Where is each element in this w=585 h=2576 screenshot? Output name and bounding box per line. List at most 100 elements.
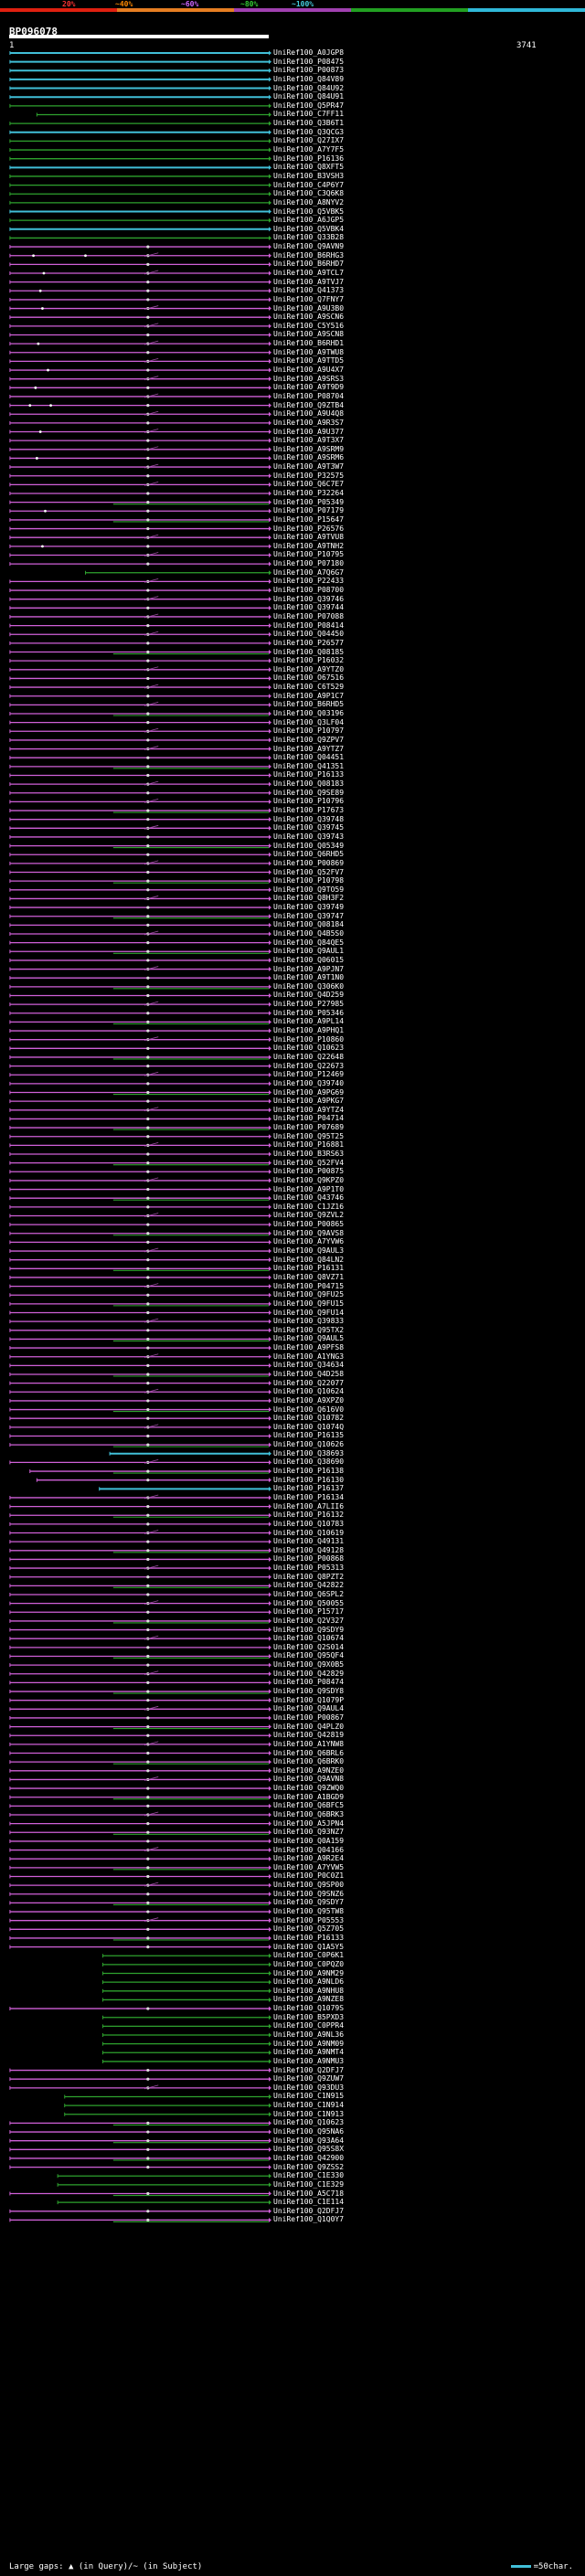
hit-label[interactable]: UniRef100_A7YVW6 (273, 1237, 345, 1246)
hit-label[interactable]: UniRef100_Q50055 (273, 1598, 345, 1607)
hit-label[interactable]: UniRef100_P12469 (273, 1070, 345, 1079)
hit-label[interactable]: UniRef100_Q7FNY7 (273, 294, 345, 303)
hit-label[interactable]: UniRef100_A9U3B0 (273, 303, 345, 313)
hit-label[interactable]: UniRef100_P10795 (273, 550, 345, 559)
hit-label[interactable]: UniRef100_Q93NZ7 (273, 1828, 345, 1837)
hit-label[interactable]: UniRef100_C1N915 (273, 2092, 345, 2101)
hit-label[interactable]: UniRef100_B6RHD7 (273, 260, 345, 269)
hit-label[interactable]: UniRef100_Q84U91 (273, 92, 345, 101)
hit-label[interactable]: UniRef100_P16130 (273, 1475, 345, 1484)
hit-label[interactable]: UniRef100_Q8VZ71 (273, 1272, 345, 1281)
hit-label[interactable]: UniRef100_Q9SDY7 (273, 1898, 345, 1907)
hit-label[interactable]: UniRef100_P05313 (273, 1564, 345, 1573)
hit-label[interactable]: UniRef100_Q9AUL1 (273, 947, 345, 956)
hit-label[interactable]: UniRef100_P0C0Z1 (273, 1871, 345, 1881)
hit-label[interactable]: UniRef100_P17673 (273, 806, 345, 815)
hit-label[interactable]: UniRef100_Q33B28 (273, 233, 345, 242)
hit-label[interactable]: UniRef100_Q3QCG3 (273, 127, 345, 136)
hit-label[interactable]: UniRef100_Q616V0 (273, 1405, 345, 1414)
hit-label[interactable]: UniRef100_C4P6Y7 (273, 180, 345, 189)
hit-label[interactable]: UniRef100_Q93DU3 (273, 2083, 345, 2092)
hit-label[interactable]: UniRef100_Q9ZVL2 (273, 1211, 345, 1220)
hit-label[interactable]: UniRef100_Q95NA6 (273, 2127, 345, 2136)
hit-label[interactable]: UniRef100_Q03196 (273, 709, 345, 717)
hit-label[interactable]: UniRef100_P10797 (273, 726, 345, 736)
hit-label[interactable]: UniRef100_A9PL14 (273, 1017, 345, 1026)
hit-label[interactable]: UniRef100_Q39833 (273, 1317, 345, 1326)
hit-label[interactable]: UniRef100_Q42900 (273, 2153, 345, 2162)
hit-label[interactable]: UniRef100_Q95S8X (273, 2145, 345, 2154)
hit-label[interactable]: UniRef100_C1N913 (273, 2109, 345, 2118)
hit-label[interactable]: UniRef100_P26576 (273, 524, 345, 533)
hit-label[interactable]: UniRef100_Q08185 (273, 647, 345, 656)
hit-label[interactable]: UniRef100_P00865 (273, 1220, 345, 1229)
hit-label[interactable]: UniRef100_Q5PR47 (273, 101, 345, 110)
hit-label[interactable]: UniRef100_Q42819 (273, 1731, 345, 1740)
hit-label[interactable]: UniRef100_B3VSH3 (273, 171, 345, 180)
hit-label[interactable]: UniRef100_Q8XFT5 (273, 163, 345, 172)
hit-label[interactable]: UniRef100_Q39745 (273, 823, 345, 832)
hit-label[interactable]: UniRef100_Q10623 (273, 2118, 345, 2127)
hit-label[interactable]: UniRef100_A9U4X7 (273, 366, 345, 375)
hit-label[interactable]: UniRef100_P04715 (273, 1281, 345, 1290)
hit-label[interactable]: UniRef100_A9SRM6 (273, 453, 345, 462)
hit-label[interactable]: UniRef100_Q22673 (273, 1061, 345, 1070)
hit-label[interactable]: UniRef100_P16131 (273, 1264, 345, 1273)
hit-label[interactable]: UniRef100_Q1A5Y5 (273, 1942, 345, 1951)
hit-label[interactable]: UniRef100_B6RHD5 (273, 700, 345, 709)
hit-label[interactable]: UniRef100_Q38693 (273, 1448, 345, 1458)
hit-label[interactable]: UniRef100_A9R3S7 (273, 418, 345, 427)
hit-label[interactable]: UniRef100_A9PG69 (273, 1087, 345, 1097)
hit-label[interactable]: UniRef100_P08474 (273, 1678, 345, 1687)
hit-label[interactable]: UniRef100_A9U377 (273, 427, 345, 436)
hit-label[interactable]: UniRef100_P16138 (273, 1467, 345, 1476)
hit-label[interactable]: UniRef100_Q04450 (273, 630, 345, 639)
hit-label[interactable]: UniRef100_A9P1C7 (273, 691, 345, 700)
hit-label[interactable]: UniRef100_Q06015 (273, 955, 345, 964)
hit-label[interactable]: UniRef100_A9SCN8 (273, 330, 345, 339)
hit-label[interactable]: UniRef100_A7YVW5 (273, 1862, 345, 1871)
hit-label[interactable]: UniRef100_Q10624 (273, 1387, 345, 1396)
hit-label[interactable]: UniRef100_C0P6K1 (273, 1951, 345, 1960)
hit-label[interactable]: UniRef100_Q39748 (273, 814, 345, 823)
hit-label[interactable]: UniRef100_A0JGP8 (273, 48, 345, 57)
hit-label[interactable]: UniRef100_B6RHG3 (273, 250, 345, 260)
hit-label[interactable]: UniRef100_P05349 (273, 497, 345, 506)
hit-label[interactable]: UniRef100_Q0A159 (273, 1836, 345, 1845)
hit-label[interactable]: UniRef100_P08704 (273, 391, 345, 400)
hit-label[interactable]: UniRef100_A1BGD9 (273, 1792, 345, 1801)
hit-label[interactable]: UniRef100_P16135 (273, 1431, 345, 1440)
hit-label[interactable]: UniRef100_C0PPR4 (273, 2021, 345, 2030)
hit-label[interactable]: UniRef100_Q52FV7 (273, 867, 345, 876)
hit-label[interactable]: UniRef100_Q39747 (273, 911, 345, 920)
hit-label[interactable]: UniRef100_Q84LN2 (273, 1255, 345, 1264)
hit-label[interactable]: UniRef100_P26577 (273, 638, 345, 647)
hit-label[interactable]: UniRef100_P15717 (273, 1607, 345, 1617)
hit-label[interactable]: UniRef100_B3RS63 (273, 1150, 345, 1158)
hit-label[interactable]: UniRef100_C3Q6K8 (273, 189, 345, 198)
hit-label[interactable]: UniRef100_Q6BFC5 (273, 1801, 345, 1810)
hit-label[interactable]: UniRef100_Q4D259 (273, 991, 345, 1000)
hit-label[interactable]: UniRef100_P27985 (273, 1000, 345, 1009)
hit-label[interactable]: UniRef100_Q08183 (273, 779, 345, 789)
hit-label[interactable]: UniRef100_Q9SDY9 (273, 1625, 345, 1634)
hit-label[interactable]: UniRef100_A9T1N0 (273, 973, 345, 982)
hit-label[interactable]: UniRef100_Q8H3F2 (273, 894, 345, 903)
hit-label[interactable]: UniRef100_Q10626 (273, 1440, 345, 1449)
hit-label[interactable]: UniRef100_Q4D258 (273, 1370, 345, 1378)
hit-label[interactable]: UniRef100_Q39749 (273, 903, 345, 912)
hit-label[interactable]: UniRef100_A9YTZ4 (273, 1105, 345, 1114)
hit-label[interactable]: UniRef100_A9NM09 (273, 2039, 345, 2048)
hit-label[interactable]: UniRef100_A5JPN4 (273, 1818, 345, 1828)
hit-label[interactable]: UniRef100_Q5Z705 (273, 1924, 345, 1934)
hit-label[interactable]: UniRef100_Q84QE5 (273, 938, 345, 947)
hit-label[interactable]: UniRef100_P10796 (273, 797, 345, 806)
hit-label[interactable]: UniRef100_Q9TO59 (273, 885, 345, 894)
hit-label[interactable]: UniRef100_Q39744 (273, 603, 345, 612)
hit-label[interactable]: UniRef100_A9NZE0 (273, 1765, 345, 1775)
hit-label[interactable]: UniRef100_Q9AUL4 (273, 1704, 345, 1713)
hit-label[interactable]: UniRef100_Q9SE89 (273, 788, 345, 797)
hit-label[interactable]: UniRef100_Q41373 (273, 286, 345, 295)
hit-label[interactable]: UniRef100_A9YTZ0 (273, 664, 345, 673)
hit-label[interactable]: UniRef100_A9NZE8 (273, 1995, 345, 2004)
